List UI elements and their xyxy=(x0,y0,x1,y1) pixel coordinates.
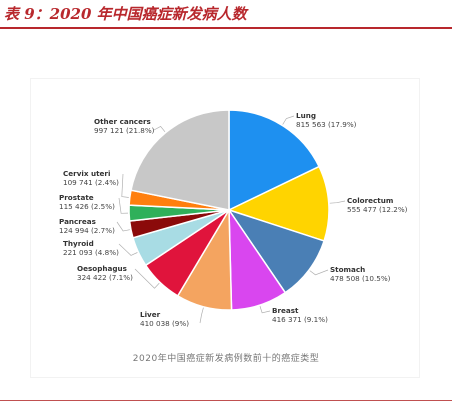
leader-line xyxy=(309,269,329,276)
leader-line xyxy=(259,305,271,314)
chart-caption: 2020年中国癌症新发病例数前十的癌症类型 xyxy=(132,354,320,364)
slice-label-value: 324 422 (7.1%) xyxy=(77,273,133,282)
bottom-rule xyxy=(0,400,452,401)
slice-label-value: 997 121 (21.8%) xyxy=(94,126,155,135)
title-underline xyxy=(0,27,452,29)
slice-label-name: Oesophagus xyxy=(77,264,127,273)
slice-label-value: 815 563 (17.9%) xyxy=(296,120,357,129)
slice-label-value: 109 741 (2.4%) xyxy=(63,178,119,187)
slice-label-value: 115 426 (2.5%) xyxy=(59,202,115,211)
slice-label-name: Lung xyxy=(296,111,316,120)
leader-line xyxy=(153,125,166,133)
pie-slice-colorectum xyxy=(226,165,330,242)
slice-label-value: 124 994 (2.7%) xyxy=(59,226,115,235)
slice-label-name: Pancreas xyxy=(59,217,96,226)
page-title: 表 9：2020 年中国癌症新发病人数 xyxy=(4,5,247,23)
slice-label-value: 410 038 (9%) xyxy=(140,319,189,328)
leader-line xyxy=(118,197,129,214)
leader-line xyxy=(118,243,138,256)
leader-lines xyxy=(116,115,346,324)
slice-label-value: 221 093 (4.8%) xyxy=(63,248,119,257)
slice-label-name: Liver xyxy=(140,310,161,319)
leader-line xyxy=(282,115,295,125)
slice-label-value: 478 508 (10.5%) xyxy=(330,274,391,283)
slice-label-name: Thyroid xyxy=(63,239,94,248)
slice-label-name: Stomach xyxy=(330,265,365,274)
leader-line xyxy=(329,200,346,204)
leader-line xyxy=(116,221,130,232)
slice-label-name: Colorectum xyxy=(347,196,393,205)
slice-label-name: Cervix uteri xyxy=(63,169,110,178)
pie-slice-other-cancers xyxy=(130,109,230,211)
slice-label-name: Prostate xyxy=(59,193,94,202)
pie-chart-figure xyxy=(30,78,420,378)
pie-slice-lung xyxy=(228,109,321,212)
slice-label-value: 416 371 (9.1%) xyxy=(272,315,328,324)
slice-label-value: 555 477 (12.2%) xyxy=(347,205,408,214)
slice-label-name: Other cancers xyxy=(94,117,151,126)
leader-line xyxy=(121,173,129,198)
leader-line xyxy=(199,307,204,324)
slice-label-name: Breast xyxy=(272,306,299,315)
leader-line xyxy=(134,268,160,289)
pie-slices xyxy=(128,109,330,311)
